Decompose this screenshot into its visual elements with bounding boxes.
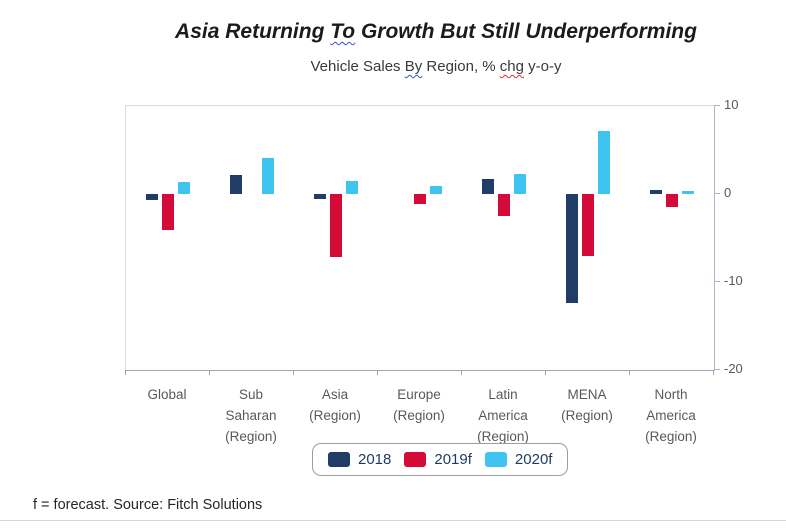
bar-2018-north-america-region <box>650 190 662 194</box>
bar-2019f-latin-america-region <box>498 194 510 216</box>
chart-title: Asia Returning To Growth But Still Under… <box>86 20 786 44</box>
subtitle-squiggle-word-chg: chg <box>499 58 524 75</box>
bottom-divider-line <box>0 520 786 521</box>
x-axis-tick <box>377 370 378 375</box>
x-axis-tick <box>125 370 126 375</box>
x-axis-tick <box>545 370 546 375</box>
legend-item-2019f: 2019f <box>404 451 472 468</box>
bar-2019f-global <box>162 194 174 231</box>
bar-2018-mena-region <box>566 194 578 304</box>
bar-2020f-latin-america-region <box>514 173 526 194</box>
x-axis-label-global: Global <box>147 387 187 402</box>
plot-area <box>125 105 715 371</box>
y-axis-tick <box>714 369 720 370</box>
bar-2020f-north-america-region <box>682 191 694 194</box>
bar-2020f-asia-region <box>346 180 358 194</box>
x-axis-tick <box>461 370 462 375</box>
bar-2018-latin-america-region <box>482 179 494 194</box>
x-axis-labels: Global Sub Saharan (Region) Asia (Region) E… <box>125 384 713 447</box>
bar-2019f-europe-region <box>414 194 426 204</box>
y-axis-tick <box>714 105 720 106</box>
x-axis-label-latin-america-region: Latin America (Region) <box>477 387 529 444</box>
x-axis-tick <box>713 370 714 375</box>
bar-2018-asia-region <box>314 194 326 200</box>
title-text-1: Asia Returning <box>175 20 331 43</box>
legend-swatch-2018 <box>328 452 350 467</box>
bar-2019f-asia-region <box>330 194 342 258</box>
chart-subtitle: Vehicle Sales By Region, % chg y-o-y <box>86 58 786 75</box>
bar-2019f-mena-region <box>582 194 594 256</box>
bar-2020f-sub-saharan-region <box>262 157 274 194</box>
bar-2019f-north-america-region <box>666 194 678 208</box>
subtitle-squiggle-word-by: By <box>404 58 423 75</box>
x-axis-ticks <box>125 370 715 376</box>
subtitle-text-3: y-o-y <box>523 58 562 75</box>
y-axis-tick-label: 0 <box>724 185 732 200</box>
x-axis-label-sub-saharan-region: Sub Saharan (Region) <box>225 387 277 444</box>
bar-2018-global <box>146 194 158 201</box>
y-axis-tick-label: -10 <box>724 273 743 288</box>
y-axis-labels: 10 0 -10 -20 <box>724 97 769 376</box>
x-axis-label-europe-region: Europe (Region) <box>393 387 445 423</box>
bar-2020f-europe-region <box>430 186 442 194</box>
bar-2020f-mena-region <box>598 130 610 194</box>
subtitle-text-2: Region, % <box>422 58 500 75</box>
title-text-2: Growth But Still Underperforming <box>355 20 697 43</box>
x-axis-label-asia-region: Asia (Region) <box>309 387 361 423</box>
source-note: f = forecast. Source: Fitch Solutions <box>33 497 263 513</box>
x-axis-label-north-america-region: North America (Region) <box>645 387 697 444</box>
legend-label-2019f: 2019f <box>434 451 472 468</box>
title-squiggle-word: To <box>330 20 356 43</box>
legend-label-2018: 2018 <box>358 451 392 468</box>
legend-item-2018: 2018 <box>328 451 391 468</box>
bar-2020f-global <box>178 181 190 194</box>
y-axis-tick <box>714 193 720 194</box>
x-axis-label-mena-region: MENA (Region) <box>561 387 613 423</box>
x-axis-tick <box>293 370 294 375</box>
x-axis-tick <box>629 370 630 375</box>
legend-swatch-2019f <box>404 452 427 467</box>
bar-2018-sub-saharan-region <box>230 174 242 194</box>
legend-swatch-2020f <box>484 452 507 467</box>
y-axis-tick <box>714 281 720 282</box>
x-axis-tick <box>209 370 210 375</box>
y-axis-ticks <box>714 105 720 370</box>
legend: 2018 2019f 2020f <box>312 443 569 476</box>
y-axis-tick-label: 10 <box>724 97 739 112</box>
legend-item-2020f: 2020f <box>484 451 553 468</box>
y-axis-tick-label: -20 <box>724 361 743 376</box>
legend-label-2020f: 2020f <box>514 451 553 468</box>
subtitle-text-1: Vehicle Sales <box>310 58 405 75</box>
